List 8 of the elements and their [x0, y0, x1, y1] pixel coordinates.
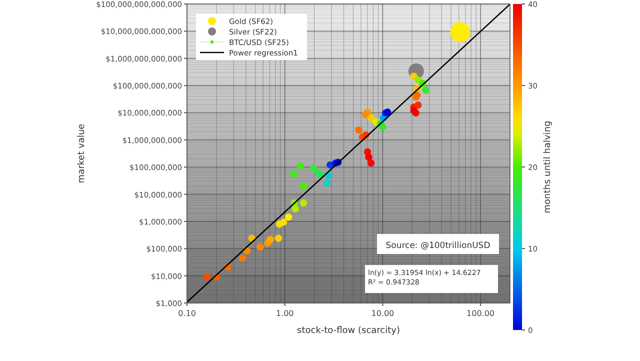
x-axis-title: stock-to-flow (scarcity): [297, 326, 400, 336]
x-tick-label: 100.00: [466, 309, 495, 318]
x-tick-label: 10.00: [371, 309, 394, 318]
annotation: Source: @100trillionUSD: [386, 241, 491, 251]
color-bar-title: months until halving: [543, 120, 553, 214]
x-tick-label: 1.00: [276, 309, 294, 318]
y-axis-title: market value: [77, 123, 87, 184]
x-tick-label: 0.10: [178, 309, 196, 318]
